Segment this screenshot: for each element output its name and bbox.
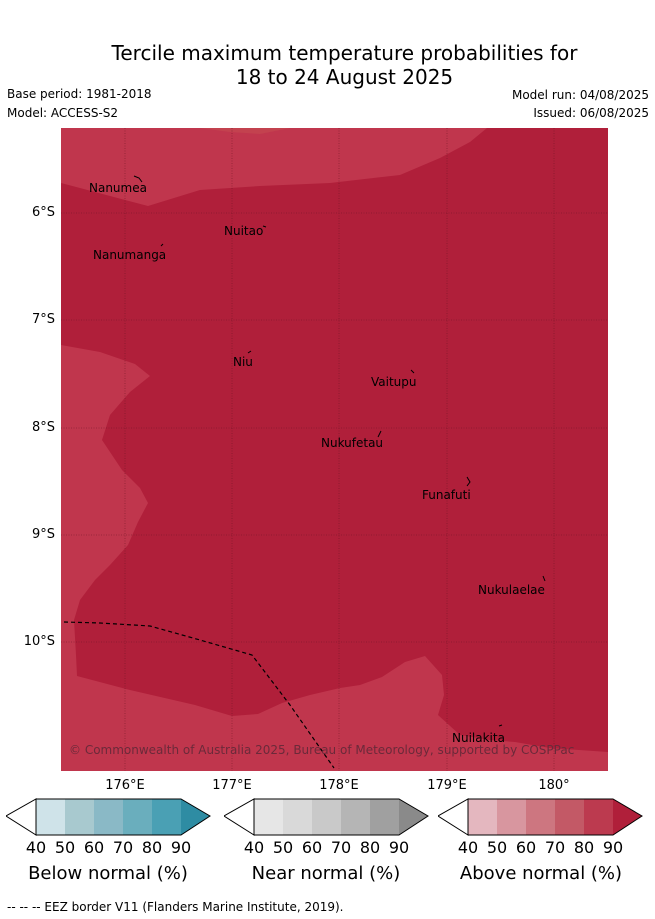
lat-label-7s: 7°S [31, 312, 55, 327]
model-run: Model run: 04/08/2025 [511, 88, 649, 102]
near-normal-label: Near normal (%) [251, 863, 401, 884]
colorbar-tick: 70 [112, 838, 134, 857]
colorbar-segment [94, 799, 123, 835]
region-70-80-west [61, 345, 150, 655]
colorbar-segment [254, 799, 283, 835]
colorbar-tick: 60 [83, 838, 105, 857]
region-70-80-north [61, 128, 487, 206]
place-label: Nanumea [89, 181, 147, 195]
place-label: Nanumanga [93, 248, 167, 262]
island-outlines [133, 175, 546, 727]
colorbar-tick: 40 [25, 838, 47, 857]
colorbar-tick: 90 [388, 838, 410, 857]
copyright-notice: © Commonwealth of Australia 2025, Bureau… [69, 743, 575, 757]
colorbar-tick: 50 [54, 838, 76, 857]
lat-label-6s: 6°S [31, 205, 55, 220]
colorbar-segment [370, 799, 399, 835]
colorbar-tick: 90 [602, 838, 624, 857]
below-normal-label: Below normal (%) [28, 863, 188, 884]
below-normal-colorbar [6, 798, 211, 836]
near-normal-colorbar [224, 798, 429, 836]
colorbar-tick: 40 [457, 838, 479, 857]
colorbar-segment [468, 799, 497, 835]
place-label: Vaitupu [371, 375, 417, 389]
colorbar-segment [181, 799, 210, 835]
colorbar-tick: 80 [573, 838, 595, 857]
lon-label-177e: 177°E [212, 778, 252, 793]
colorbar-segment [555, 799, 584, 835]
place-label: Niu [233, 355, 253, 369]
colorbar-tick: 60 [301, 838, 323, 857]
above-normal-label: Above normal (%) [459, 863, 623, 884]
colorbar-tick: 40 [243, 838, 265, 857]
colorbar-segment [312, 799, 341, 835]
place-label: Funafuti [422, 488, 471, 502]
colorbar-tick: 60 [515, 838, 537, 857]
colorbar-segment [65, 799, 94, 835]
title-line-1: Tercile maximum temperature probabilitie… [111, 41, 578, 65]
lat-label-10s: 10°S [23, 634, 55, 649]
colorbar-tick: 50 [486, 838, 508, 857]
base-period: Base period: 1981-2018 [7, 87, 152, 101]
eez-border [63, 621, 335, 769]
lon-label-178e: 178°E [319, 778, 359, 793]
colorbar-tick: 50 [272, 838, 294, 857]
colorbar-segment [341, 799, 370, 835]
lat-label-8s: 8°S [31, 420, 55, 435]
place-label: Nukufetau [321, 436, 384, 450]
colorbar-segment [123, 799, 152, 835]
title-line-2: 18 to 24 August 2025 [235, 65, 454, 89]
region-70-80-north-inner [200, 128, 290, 134]
graticule [61, 128, 608, 771]
lat-label-9s: 9°S [31, 527, 55, 542]
lon-label-180: 180° [538, 778, 570, 793]
colorbar-segment [584, 799, 613, 835]
place-label: Nuilakita [452, 731, 505, 745]
colorbar-segment [613, 799, 642, 835]
model-name: Model: ACCESS-S2 [7, 106, 119, 120]
colorbar-tick: 90 [170, 838, 192, 857]
above-normal-colorbar [438, 798, 643, 836]
lon-label-176e: 176°E [105, 778, 145, 793]
issued-date: Issued: 06/08/2025 [533, 106, 649, 120]
lon-label-179e: 179°E [427, 778, 467, 793]
colorbar-segment [526, 799, 555, 835]
place-label: Nuitao [224, 224, 264, 238]
colorbar-tick: 80 [141, 838, 163, 857]
place-label: Nukulaelae [478, 583, 545, 597]
eez-footnote: -- -- -- EEZ border V11 (Flanders Marine… [7, 900, 344, 914]
colorbar-segment [399, 799, 428, 835]
colorbar-segment [36, 799, 65, 835]
colorbar-tick: 80 [359, 838, 381, 857]
map-background-80-90 [61, 128, 608, 771]
colorbar-segment [497, 799, 526, 835]
region-70-80-south [61, 655, 608, 771]
colorbar-segment [152, 799, 181, 835]
colorbar-segment [283, 799, 312, 835]
colorbar-tick: 70 [330, 838, 352, 857]
colorbar-tick: 70 [544, 838, 566, 857]
